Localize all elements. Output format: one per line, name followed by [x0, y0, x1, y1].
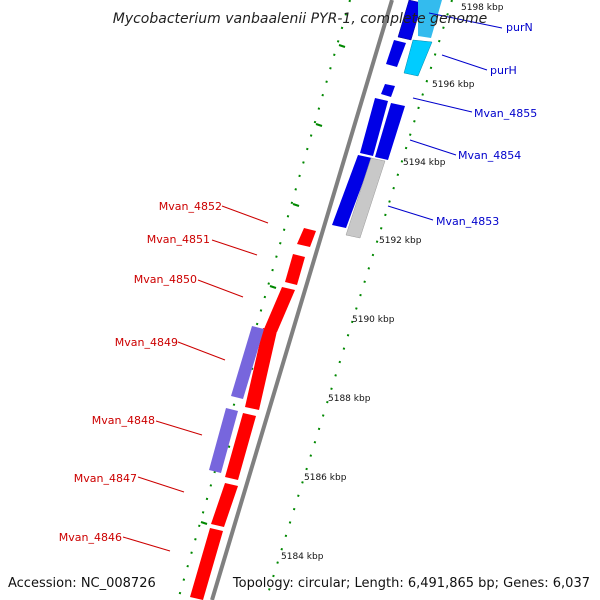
reverse-genes	[190, 228, 316, 600]
scale-label: 5192 kbp	[379, 236, 422, 246]
gene-Mvan_4854-arrow	[375, 103, 405, 160]
gene-Mvan_4855-arrow	[360, 98, 388, 156]
gene-Mvan_4848-violet-arrow	[209, 408, 238, 473]
gene-label-Mvan_4853: Mvan_4853	[436, 215, 499, 228]
gene-label-Mvan_4846: Mvan_4846	[59, 531, 122, 544]
scale-label: 5190 kbp	[352, 315, 395, 325]
gene-label-Mvan_4851: Mvan_4851	[147, 233, 210, 246]
gene-purH-forward-arrow	[386, 40, 406, 67]
gene-label-Mvan_4850: Mvan_4850	[134, 273, 197, 286]
gene-Mvan_4850-arrow	[264, 287, 295, 332]
inner-tick-track	[265, 0, 453, 600]
gene-label-Mvan_4854: Mvan_4854	[458, 149, 521, 162]
genome-backbone	[210, 0, 394, 600]
gene-Mvan_4847-arrow	[211, 483, 238, 527]
gene-label-purH: purH	[490, 64, 517, 77]
gene-purN-cyan-arrow	[418, 0, 442, 38]
scale-label: 5194 kbp	[403, 158, 446, 168]
scale-labels: 5198 kbp 5196 kbp 5194 kbp 5192 kbp 5190…	[281, 3, 504, 562]
gene-Mvan_4846-arrow	[190, 528, 223, 600]
gene-Mvan_4852-arrow	[297, 228, 316, 247]
gene-purH-arrow	[403, 39, 433, 77]
scale-label: 5196 kbp	[432, 80, 475, 90]
gene-Mvan_4853-forward-arrow	[332, 155, 372, 228]
scale-label: 5186 kbp	[304, 473, 347, 483]
gene-label-purN: purN	[506, 21, 533, 34]
gene-label-Mvan_4848: Mvan_4848	[92, 414, 155, 427]
gene-Mvan_4853-rna-arrow	[345, 157, 386, 239]
outer-tick-track	[177, 0, 351, 600]
accession-text: Accession: NC_008726	[8, 576, 156, 591]
scale-label: 5198 kbp	[461, 3, 504, 13]
gene-Mvan_4849-violet-arrow	[231, 326, 264, 399]
scale-label: 5184 kbp	[281, 552, 324, 562]
gene-Mvan_4849-arrow	[245, 328, 277, 410]
topology-text: Topology: circular; Length: 6,491,865 bp…	[232, 576, 590, 591]
reverse-gene-labels: Mvan_4852 Mvan_4851 Mvan_4850 Mvan_4849 …	[59, 200, 222, 544]
gene-label-Mvan_4852: Mvan_4852	[159, 200, 222, 213]
scale-label: 5188 kbp	[328, 394, 371, 404]
gene-label-Mvan_4855: Mvan_4855	[474, 107, 537, 120]
forward-callouts	[387, 12, 503, 221]
gene-label-Mvan_4849: Mvan_4849	[115, 336, 178, 349]
reverse-callouts	[122, 205, 269, 552]
forward-gene-labels: purN purH Mvan_4855 Mvan_4854 Mvan_4853	[436, 21, 537, 228]
forward-genes	[332, 0, 442, 239]
gene-Mvan_4848-arrow	[225, 413, 256, 480]
gene-label-Mvan_4847: Mvan_4847	[74, 472, 137, 485]
gene-purN-arrow	[397, 0, 423, 41]
gene-small-forward-arrow	[381, 84, 395, 97]
map-title: Mycobacterium vanbaalenii PYR-1, complet…	[113, 11, 488, 27]
gene-Mvan_4851-arrow	[285, 254, 305, 285]
